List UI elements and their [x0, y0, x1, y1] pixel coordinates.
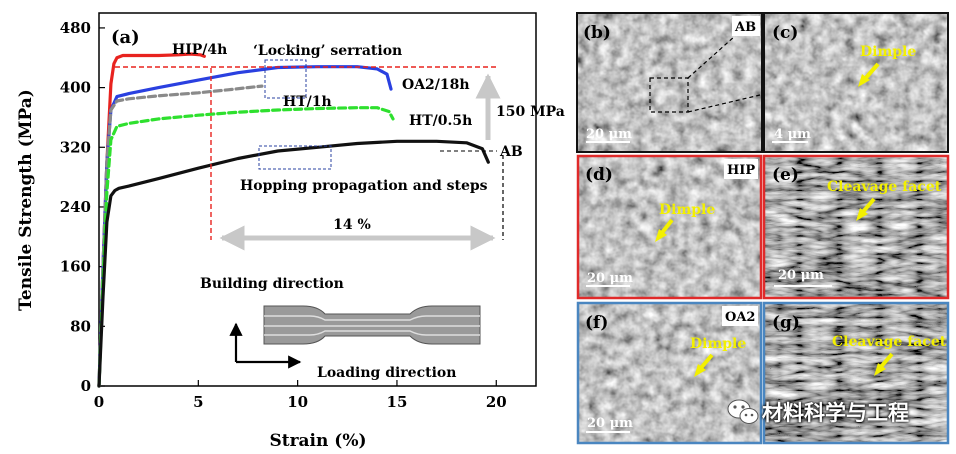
axis-ticks: 0 5 10 15 20 0 80 160 240 320 400 480 [60, 19, 507, 411]
sem-text-e: Cleavage facet [827, 179, 942, 195]
wechat-icon [727, 399, 759, 424]
y-tick-label: 480 [60, 19, 91, 37]
series-label-ht1h: HT/1h [283, 94, 332, 110]
sem-scale-b: 20 μm [586, 127, 632, 142]
y-tick-label: 320 [60, 138, 91, 156]
sem-scale-c: 4 μm [774, 127, 811, 142]
panel-label-a: (a) [111, 27, 140, 48]
yellow-arrow-icon [659, 218, 674, 236]
y-tick-label: 80 [70, 317, 91, 335]
x-tick-label: 0 [94, 393, 104, 411]
sem-panel-c: (c) Dimple 4 μm [763, 12, 949, 153]
sem-scale-d: 20 μm [587, 271, 633, 286]
hopping-label: Hopping propagation and steps [240, 178, 488, 194]
building-direction-label: Building direction [200, 276, 344, 292]
mpa-label: 150 MPa [496, 104, 565, 120]
sem-panel-b: (b) AB 20 μm [576, 12, 763, 153]
x-tick-label: 5 [193, 393, 203, 411]
sem-panels: (b) AB 20 μm (c) Dimple 4 μm (d) HIP Dim… [576, 12, 950, 445]
x-axis-label: Strain (%) [269, 431, 366, 451]
sem-panel-f: (f) OA2 Dimple 20 μm [576, 301, 763, 445]
series-line-ab [97, 139, 490, 388]
sem-text-g: Cleavage facet [832, 334, 947, 350]
sem-tag-hip: HIP [727, 163, 755, 178]
hopping-box [258, 145, 332, 170]
sem-label-g: (g) [772, 313, 800, 333]
y-tick-label: 0 [81, 377, 91, 395]
sem-label-d: (d) [585, 165, 613, 185]
sem-text-c: Dimple [860, 44, 916, 60]
locking-box [264, 59, 307, 99]
series-label-ht05h: HT/0.5h [409, 113, 472, 129]
sem-panel-g: (g) Cleavage facet [762, 301, 950, 445]
direction-arrows-icon [229, 322, 302, 369]
specimen-icon [263, 305, 481, 345]
sem-scale-f: 20 μm [587, 416, 633, 431]
y-tick-label: 160 [60, 258, 91, 276]
series-group [97, 52, 490, 388]
percent-label: 14 % [333, 217, 371, 233]
series-line-ht-0-5h [97, 106, 395, 388]
yellow-arrow-icon [878, 352, 894, 370]
sem-label-e: (e) [772, 165, 799, 185]
series-label-hip: HIP/4h [172, 42, 227, 58]
y-tick-label: 400 [60, 79, 91, 97]
sem-text-d: Dimple [659, 202, 715, 218]
plot-frame [98, 12, 537, 387]
y-tick-label: 240 [60, 198, 91, 216]
series-label-oa2: OA2/18h [402, 77, 470, 93]
sem-label-c: (c) [772, 23, 798, 43]
sem-panel-d: (d) HIP Dimple 20 μm [576, 154, 763, 300]
tensile-chart: 0 5 10 15 20 0 80 160 240 320 400 480 (a) Strain (%… [16, 12, 565, 451]
sem-scale-e: 20 μm [778, 268, 824, 283]
x-tick-label: 10 [287, 393, 308, 411]
series-label-ab: AB [499, 144, 523, 160]
yellow-arrow-icon [698, 353, 714, 371]
loading-direction-label: Loading direction [317, 365, 456, 381]
sem-text-f: Dimple [690, 336, 746, 352]
sem-label-f: (f) [585, 313, 608, 333]
sem-panel-e: (e) Cleavage facet 20 μm [762, 154, 950, 300]
locking-serration-label: ‘Locking’ serration [253, 43, 402, 59]
x-tick-label: 20 [486, 393, 507, 411]
sem-tag-ab: AB [734, 20, 756, 35]
x-tick-label: 15 [387, 393, 408, 411]
yellow-arrow-icon [860, 197, 876, 215]
y-axis-label: Tensile Strength (MPa) [16, 89, 36, 311]
sem-tag-oa2: OA2 [725, 310, 755, 325]
sem-label-b: (b) [583, 23, 611, 43]
